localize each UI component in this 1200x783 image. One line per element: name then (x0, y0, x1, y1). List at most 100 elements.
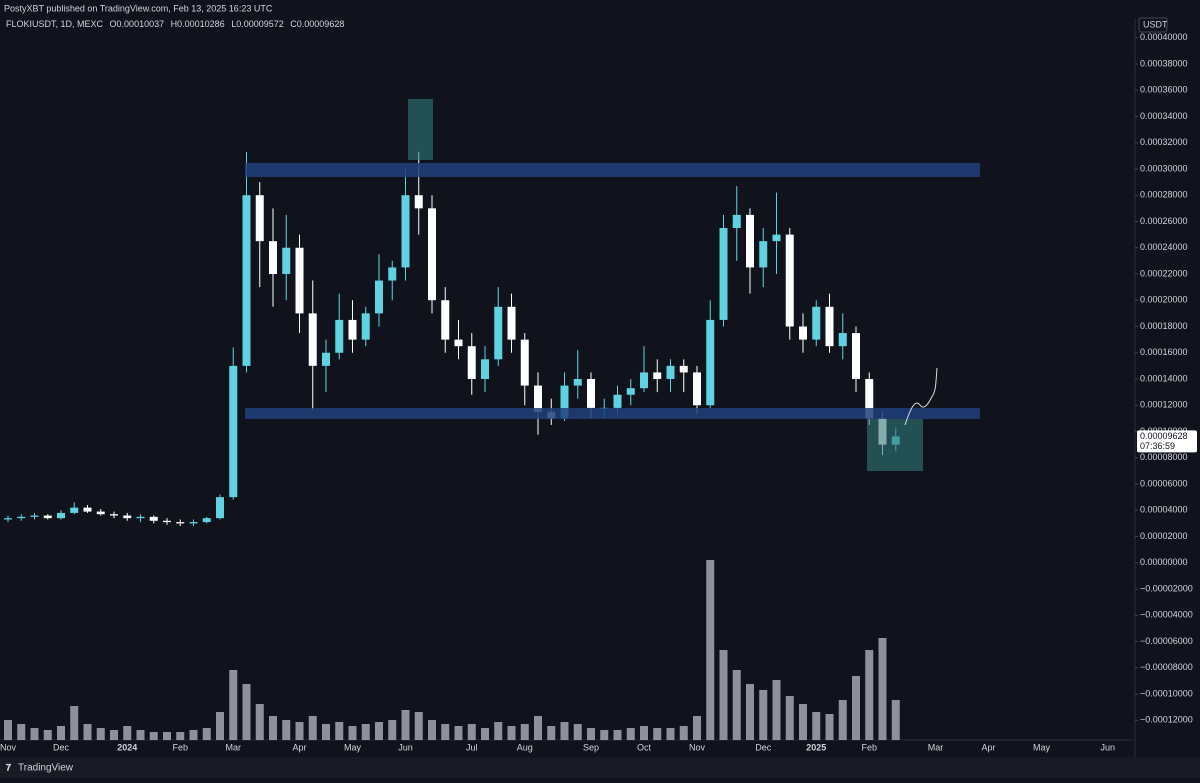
currency: USDT (1143, 19, 1168, 29)
y-tick-label: 0.00024000 (1140, 242, 1188, 252)
y-tick-label: 0.00002000 (1140, 531, 1188, 541)
candle-body (481, 359, 489, 379)
y-tick-label: −0.00004000 (1140, 610, 1193, 620)
forecast-path (904, 367, 938, 426)
drawings (245, 99, 980, 471)
volume-bar (110, 730, 118, 740)
candle-body (322, 352, 330, 366)
y-tick-label: 0.00006000 (1140, 478, 1188, 488)
x-tick-label: Oct (637, 742, 652, 752)
volume-bar (812, 712, 821, 740)
volume-bar (772, 680, 781, 740)
candle-body (43, 515, 52, 519)
x-tick-label: Dec (53, 742, 70, 752)
candle-body (123, 515, 132, 519)
candle-body (4, 518, 12, 520)
candle-body (838, 333, 847, 347)
volume-bar (626, 728, 635, 740)
x-tick-label: Mar (226, 742, 242, 752)
candle-body (454, 339, 463, 347)
countdown: 07:36:59 (1140, 441, 1175, 451)
y-tick-label: 0.00040000 (1140, 32, 1188, 42)
volume-bar (600, 730, 609, 740)
volume-bar (481, 728, 489, 740)
candle-body (812, 306, 821, 340)
candle-body (772, 234, 781, 242)
volume-bar (295, 722, 304, 740)
volume-bar (666, 728, 675, 740)
candle-body (83, 507, 92, 512)
symbol-line: FLOKIUSDT, 1D, MEXC O0.00010037 H0.00010… (6, 19, 344, 29)
volume-bar (640, 726, 648, 740)
top-highlight-box (408, 99, 433, 160)
volume-bar (560, 722, 569, 740)
candle-body (110, 514, 118, 516)
candle-body (308, 313, 317, 366)
candle-body (242, 195, 251, 366)
candle-body (573, 379, 582, 386)
candle-body (626, 388, 635, 395)
x-tick-label: Nov (689, 742, 706, 752)
x-tick-label: Nov (0, 742, 16, 752)
candle-body (57, 512, 65, 519)
y-tick-label: 0.00000000 (1140, 557, 1188, 567)
candle-body (719, 228, 728, 320)
volume-bar (547, 726, 556, 740)
x-tick-label: May (1033, 742, 1051, 752)
ohlc-open: O0.00010037 (110, 19, 165, 29)
y-tick-label: 0.00038000 (1140, 58, 1188, 68)
y-tick-label: 0.00012000 (1140, 400, 1188, 410)
currency-box (1138, 17, 1168, 33)
candle-body (746, 214, 754, 268)
bottom-highlight-box (867, 419, 923, 471)
y-tick-label: −0.00010000 (1140, 688, 1193, 698)
candle-body (269, 241, 277, 274)
x-tick-label: 2024 (117, 742, 137, 752)
brand: TradingView (18, 763, 74, 774)
volume-bar (83, 724, 92, 740)
candle-body (799, 326, 807, 340)
volume-bar (30, 728, 39, 740)
y-tick-label: 0.00036000 (1140, 85, 1188, 95)
volume-bar (706, 560, 715, 740)
candle-body (467, 346, 476, 379)
x-tick-label: Aug (517, 742, 533, 752)
volume-bar (202, 728, 211, 740)
candle-body (388, 267, 397, 281)
candle-body (852, 333, 860, 379)
x-tick-label: Sep (583, 742, 599, 752)
volume-bar (825, 714, 834, 740)
x-tick-label: Dec (755, 742, 772, 752)
y-tick-label: 0.00018000 (1140, 321, 1188, 331)
volume-bar (759, 690, 768, 740)
volume-bar (428, 720, 436, 740)
candle-body (17, 516, 26, 519)
candle-body (759, 241, 768, 268)
x-tick-label: Jun (1100, 742, 1115, 752)
y-tick-label: 0.00016000 (1140, 347, 1188, 357)
y-tick-label: −0.00002000 (1140, 583, 1193, 593)
publisher-line: PostyXBT published on TradingView.com, F… (4, 3, 273, 13)
candle-body (534, 385, 542, 412)
volume-bar (467, 724, 476, 740)
candle-body (441, 300, 450, 340)
y-tick-label: −0.00006000 (1140, 636, 1193, 646)
resistance-zone (245, 163, 980, 177)
candle-body (295, 247, 304, 314)
volume-bar (732, 670, 741, 740)
volume-bar (136, 730, 145, 740)
ohlc-close: C0.00009628 (290, 19, 344, 29)
candle-body (282, 247, 291, 274)
y-tick-label: 0.00008000 (1140, 452, 1188, 462)
candle-body (136, 516, 145, 519)
volume-bar (507, 726, 516, 740)
candle-body (401, 195, 410, 268)
volume-bar (17, 724, 26, 740)
volume-bar (838, 700, 847, 740)
y-tick-label: −0.00012000 (1140, 715, 1193, 725)
y-tick-label: 0.00014000 (1140, 373, 1188, 383)
volume-bar (388, 720, 397, 740)
